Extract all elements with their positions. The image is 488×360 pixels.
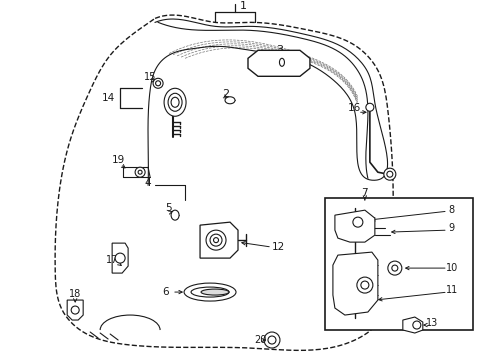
Polygon shape bbox=[247, 50, 309, 76]
Circle shape bbox=[356, 277, 372, 293]
Circle shape bbox=[264, 332, 280, 348]
Polygon shape bbox=[402, 317, 422, 333]
Text: 14: 14 bbox=[102, 93, 115, 103]
Ellipse shape bbox=[183, 283, 236, 301]
Text: 2: 2 bbox=[222, 89, 229, 99]
Circle shape bbox=[155, 81, 160, 86]
Circle shape bbox=[386, 171, 392, 177]
Ellipse shape bbox=[210, 234, 222, 246]
Ellipse shape bbox=[168, 93, 182, 111]
Text: 12: 12 bbox=[271, 242, 284, 252]
Text: 7: 7 bbox=[361, 188, 367, 198]
Ellipse shape bbox=[213, 238, 218, 243]
Text: 16: 16 bbox=[347, 103, 361, 113]
Ellipse shape bbox=[205, 230, 225, 250]
Text: 5: 5 bbox=[164, 203, 171, 213]
Text: 18: 18 bbox=[69, 289, 81, 299]
Text: 10: 10 bbox=[445, 263, 457, 273]
Text: 11: 11 bbox=[445, 285, 457, 295]
Circle shape bbox=[71, 306, 79, 314]
Text: 1: 1 bbox=[239, 1, 246, 12]
Polygon shape bbox=[334, 210, 374, 242]
Text: 20: 20 bbox=[253, 335, 265, 345]
Bar bbox=[324, 198, 472, 330]
Circle shape bbox=[365, 103, 373, 111]
Ellipse shape bbox=[224, 97, 235, 104]
Ellipse shape bbox=[164, 88, 185, 116]
Ellipse shape bbox=[171, 97, 179, 107]
Polygon shape bbox=[200, 222, 238, 258]
Text: 8: 8 bbox=[448, 205, 454, 215]
Circle shape bbox=[352, 217, 362, 227]
Ellipse shape bbox=[201, 289, 228, 295]
Polygon shape bbox=[332, 252, 377, 315]
Text: 6: 6 bbox=[162, 287, 168, 297]
Circle shape bbox=[135, 167, 145, 177]
Circle shape bbox=[153, 78, 163, 88]
Ellipse shape bbox=[279, 58, 284, 66]
Circle shape bbox=[412, 321, 420, 329]
Circle shape bbox=[267, 336, 275, 344]
Circle shape bbox=[138, 170, 142, 174]
Text: 17: 17 bbox=[106, 255, 118, 265]
Polygon shape bbox=[112, 243, 128, 273]
Text: 3: 3 bbox=[276, 45, 283, 55]
Text: 9: 9 bbox=[448, 223, 454, 233]
Polygon shape bbox=[67, 300, 83, 320]
Circle shape bbox=[383, 168, 395, 180]
Circle shape bbox=[387, 261, 401, 275]
Circle shape bbox=[115, 253, 125, 263]
Text: 15: 15 bbox=[143, 72, 156, 82]
Text: 4: 4 bbox=[144, 178, 151, 188]
Ellipse shape bbox=[277, 56, 286, 69]
Ellipse shape bbox=[191, 287, 228, 297]
Text: 19: 19 bbox=[111, 155, 124, 165]
Circle shape bbox=[360, 281, 368, 289]
Ellipse shape bbox=[171, 210, 179, 220]
Circle shape bbox=[391, 265, 397, 271]
Text: 13: 13 bbox=[425, 318, 437, 328]
